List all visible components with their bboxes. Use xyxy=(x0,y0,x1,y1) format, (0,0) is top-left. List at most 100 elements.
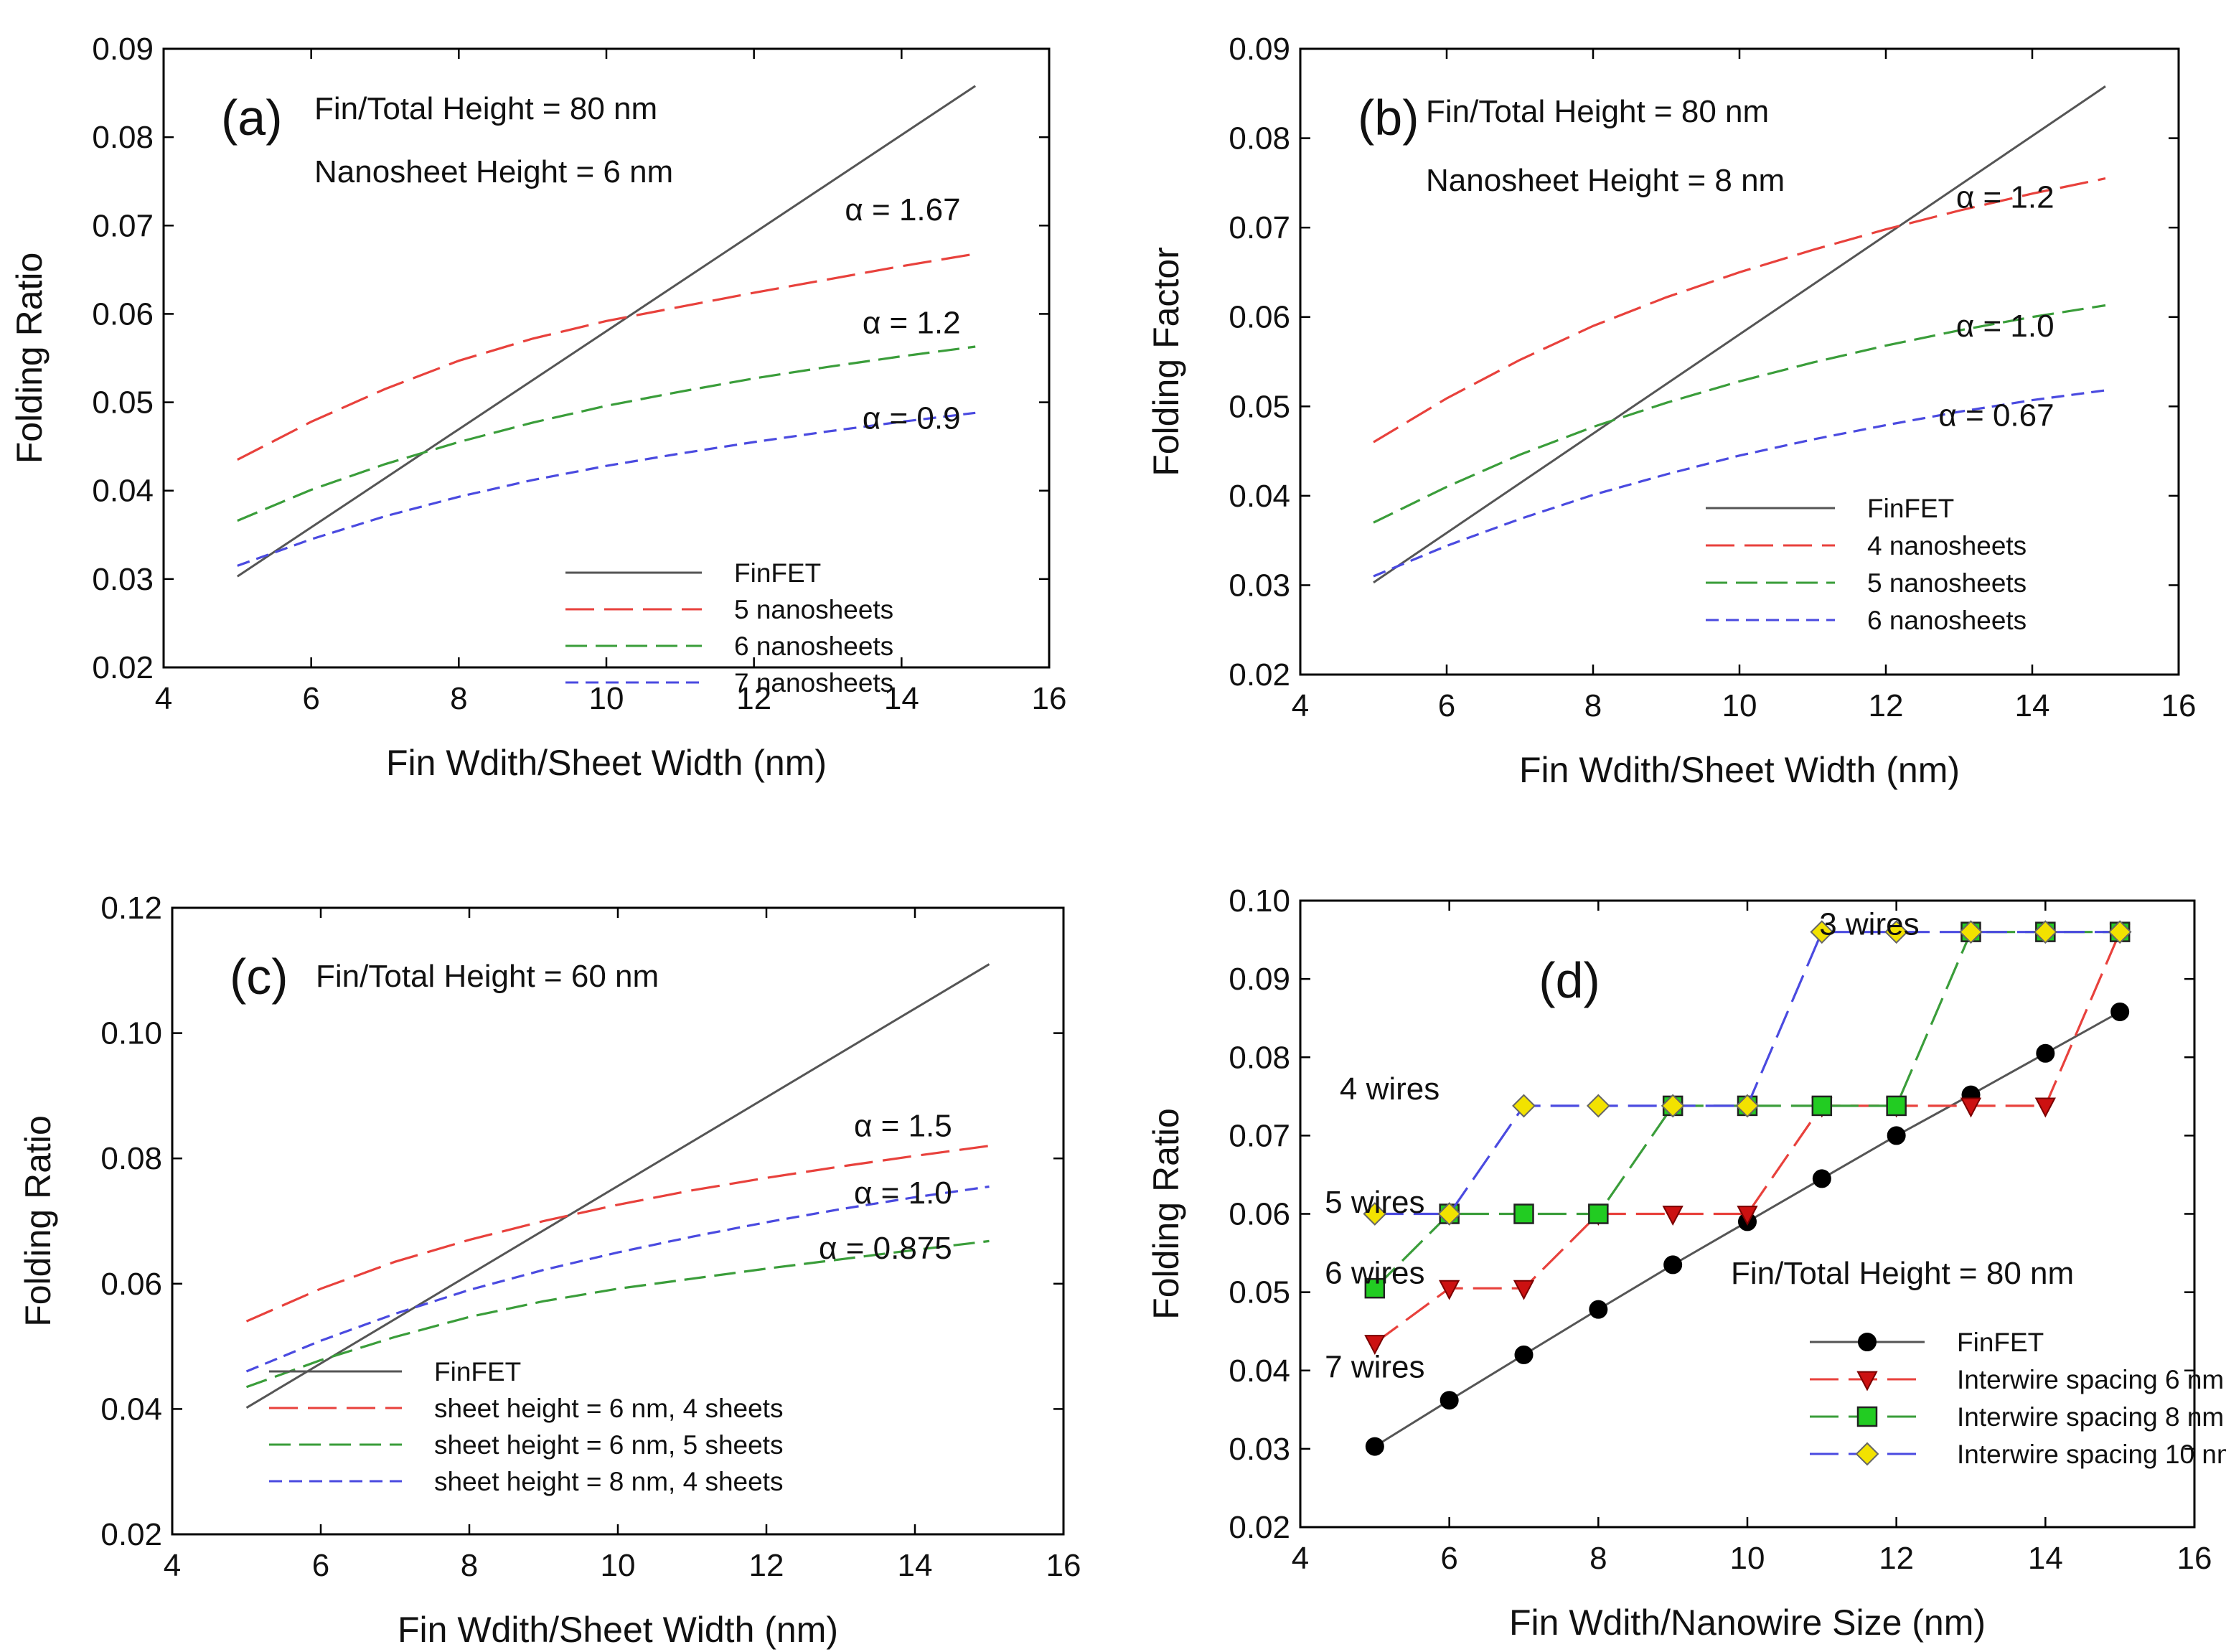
x-tick-label: 8 xyxy=(1589,1541,1607,1576)
y-tick-label: 0.04 xyxy=(100,1391,162,1427)
data-point xyxy=(1363,1202,1387,1226)
y-tick-label: 0.10 xyxy=(100,1016,162,1051)
data-point xyxy=(1512,1094,1536,1118)
alpha-label: α = 1.0 xyxy=(1956,309,2054,344)
x-tick-label: 8 xyxy=(461,1548,478,1583)
legend-entry: sheet height = 6 nm, 5 sheets xyxy=(434,1430,783,1460)
legend-entry: FinFET xyxy=(1867,494,1954,523)
y-tick-label: 0.10 xyxy=(1229,883,1290,919)
wire-count-label: 3 wires xyxy=(1819,907,1919,942)
annotation: Nanosheet Height = 8 nm xyxy=(1426,163,1785,198)
x-tick-label: 16 xyxy=(2161,688,2197,723)
series-line-1 xyxy=(245,1145,990,1323)
y-axis-title: Folding Ratio xyxy=(18,1115,58,1327)
legend-entry: 4 nanosheets xyxy=(1867,531,2027,560)
x-tick-label: 4 xyxy=(1292,1541,1309,1576)
data-point xyxy=(1886,1095,1907,1117)
data-point xyxy=(1812,1169,1831,1188)
y-tick-label: 0.12 xyxy=(100,891,162,926)
y-tick-label: 0.08 xyxy=(92,120,154,155)
legend-entry: FinFET xyxy=(434,1357,521,1386)
alpha-label: α = 1.67 xyxy=(845,192,960,227)
series-line-3 xyxy=(1373,389,2106,578)
alpha-label: α = 1.0 xyxy=(854,1175,952,1211)
panel-label: (d) xyxy=(1539,952,1600,1008)
x-axis-title: Fin Wdith/Sheet Width (nm) xyxy=(398,1610,838,1650)
data-point xyxy=(1514,1345,1534,1364)
legend-entry: 6 nanosheets xyxy=(734,632,893,661)
alpha-label: α = 0.67 xyxy=(1938,398,2054,433)
data-point xyxy=(1439,1280,1460,1300)
x-tick-label: 10 xyxy=(1722,688,1757,723)
wire-count-label: 4 wires xyxy=(1340,1071,1440,1107)
data-point xyxy=(1884,920,1909,944)
legend: FinFET sheet height = 6 nm, 4 sheets sheet… xyxy=(269,1357,783,1496)
series-line-1 xyxy=(1373,177,2106,443)
y-tick-label: 0.07 xyxy=(1229,1118,1290,1153)
x-tick-label: 6 xyxy=(312,1548,329,1583)
y-tick-label: 0.05 xyxy=(92,385,154,421)
x-tick-label: 6 xyxy=(1440,1541,1457,1576)
series-line-3 xyxy=(237,411,976,567)
data-point xyxy=(1662,1206,1683,1226)
y-tick-label: 0.05 xyxy=(1229,389,1290,424)
series-line-1 xyxy=(1373,931,2121,1344)
legend: FinFET Interwire spacing 6 nm Interwire sp… xyxy=(1810,1328,2226,1469)
x-tick-label: 10 xyxy=(601,1548,636,1583)
legend-entry: Interwire spacing 10 nm xyxy=(1957,1440,2226,1469)
x-axis-title: Fin Wdith/Sheet Width (nm) xyxy=(386,743,827,783)
x-tick-label: 16 xyxy=(1032,681,1067,716)
y-tick-label: 0.08 xyxy=(1229,1040,1290,1075)
y-axis-title: Folding Factor xyxy=(1146,247,1186,477)
data-point xyxy=(2108,920,2132,944)
data-point xyxy=(2110,1002,2130,1021)
y-tick-label: 0.08 xyxy=(1229,121,1290,156)
x-axis-title: Fin Wdith/Nanowire Size (nm) xyxy=(1509,1602,1986,1643)
data-point xyxy=(1737,1206,1758,1226)
panel-label: (b) xyxy=(1358,90,1419,146)
y-tick-label: 0.02 xyxy=(1229,657,1290,693)
data-point xyxy=(2034,1097,2056,1118)
x-tick-label: 4 xyxy=(155,681,172,716)
y-tick-label: 0.03 xyxy=(1229,1432,1290,1467)
data-point xyxy=(1959,920,1983,944)
y-tick-label: 0.09 xyxy=(1229,962,1290,997)
data-point xyxy=(1513,1203,1534,1224)
x-tick-label: 10 xyxy=(589,681,624,716)
y-tick-label: 0.07 xyxy=(1229,210,1290,245)
data-point xyxy=(1960,1097,1982,1118)
series-line-1 xyxy=(237,253,976,461)
y-tick-label: 0.04 xyxy=(1229,479,1290,514)
series-line-finfet xyxy=(1373,85,2106,583)
data-point xyxy=(1887,1126,1906,1145)
alpha-label: α = 1.5 xyxy=(854,1109,952,1144)
panel-label: (a) xyxy=(221,90,283,146)
series-line-finfet xyxy=(245,963,990,1409)
legend-entry: 7 nanosheets xyxy=(734,668,893,698)
data-point xyxy=(1735,1094,1760,1118)
wire-count-label: 6 wires xyxy=(1325,1255,1424,1290)
x-tick-label: 4 xyxy=(1292,688,1309,723)
x-tick-label: 12 xyxy=(1869,688,1904,723)
data-point xyxy=(1588,1203,1609,1224)
legend-entry: Interwire spacing 8 nm xyxy=(1957,1402,2224,1432)
panel-label: (c) xyxy=(230,949,288,1005)
legend-entry: FinFET xyxy=(1957,1328,2044,1357)
y-tick-label: 0.09 xyxy=(1229,32,1290,67)
annotation: Nanosheet Height = 6 nm xyxy=(314,154,673,189)
panel-c: 4 6 8 10 12 14 16 0.02 0.04 0.06 0.08 0.10 0.12 Fin W… xyxy=(18,891,1081,1650)
wire-count-label: 5 wires xyxy=(1325,1185,1424,1220)
data-point xyxy=(1589,1300,1608,1319)
x-tick-label: 16 xyxy=(2177,1541,2212,1576)
y-tick-label: 0.07 xyxy=(92,208,154,243)
wire-count-label: 7 wires xyxy=(1325,1349,1424,1384)
x-tick-label: 10 xyxy=(1730,1541,1765,1576)
x-tick-label: 12 xyxy=(749,1548,784,1583)
legend-entry: sheet height = 8 nm, 4 sheets xyxy=(434,1467,783,1496)
annotation: Fin/Total Height = 60 nm xyxy=(316,959,659,994)
x-tick-label: 14 xyxy=(2028,1541,2063,1576)
panel-b: 4 6 8 10 12 14 16 0.02 0.03 0.04 0.05 0.06 0.07 0.08 0… xyxy=(1146,32,2196,790)
data-point xyxy=(1663,1255,1683,1275)
y-axis-title: Folding Ratio xyxy=(1146,1108,1186,1320)
